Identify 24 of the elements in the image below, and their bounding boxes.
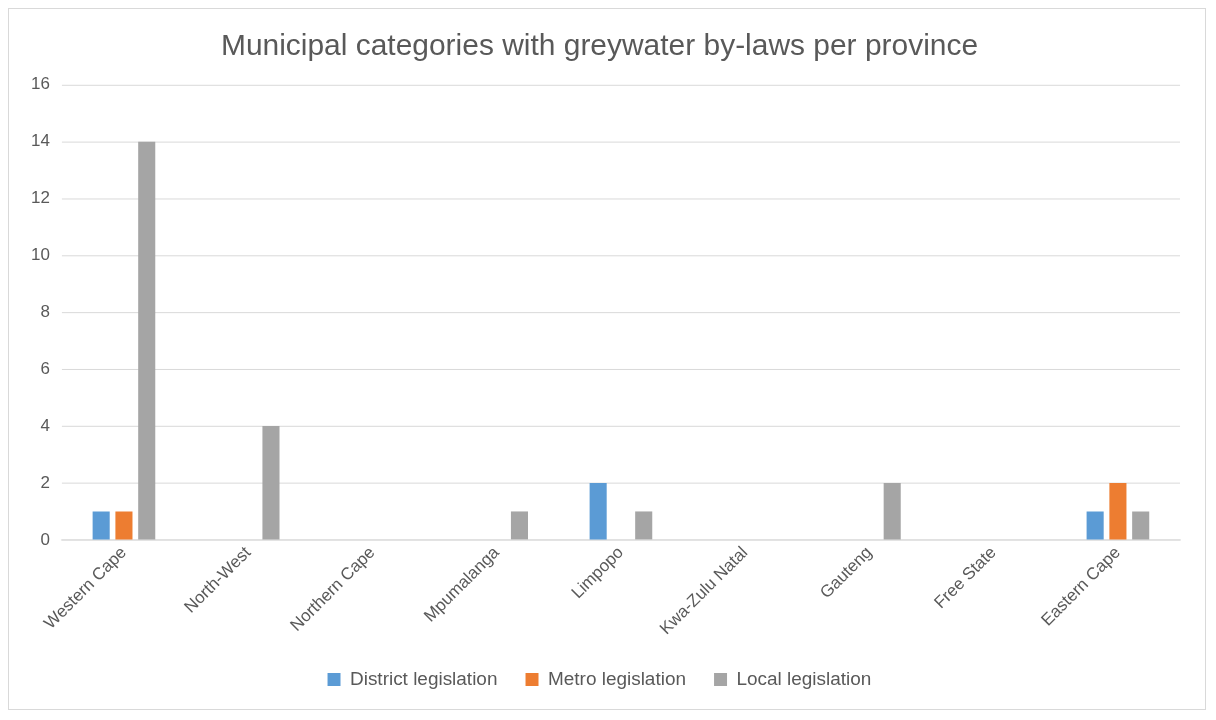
- bar: [92, 511, 110, 540]
- y-tick-label: 12: [30, 188, 50, 208]
- chart-title: Municipal categories with greywater by-laws per province: [220, 28, 979, 62]
- bar: [589, 483, 607, 540]
- bar: [138, 141, 156, 540]
- bar: [1109, 483, 1127, 540]
- bar: [883, 483, 901, 540]
- y-tick-label: 16: [30, 74, 50, 94]
- bar: [1132, 511, 1150, 540]
- bar: [1086, 511, 1104, 540]
- y-tick-label: 0: [40, 529, 50, 549]
- y-tick-label: 6: [40, 358, 50, 378]
- bar: [262, 426, 280, 540]
- y-tick-label: 4: [40, 415, 50, 435]
- legend-label: Metro legislation: [547, 667, 686, 689]
- bar: [635, 511, 653, 540]
- bar: [115, 511, 133, 540]
- y-tick-label: 10: [30, 245, 50, 265]
- legend-label: Local legislation: [736, 667, 872, 689]
- bar: [510, 511, 529, 540]
- y-tick-label: 8: [40, 302, 50, 322]
- legend-label: District legislation: [350, 667, 498, 689]
- y-tick-label: 14: [30, 131, 50, 151]
- y-tick-label: 2: [40, 472, 50, 492]
